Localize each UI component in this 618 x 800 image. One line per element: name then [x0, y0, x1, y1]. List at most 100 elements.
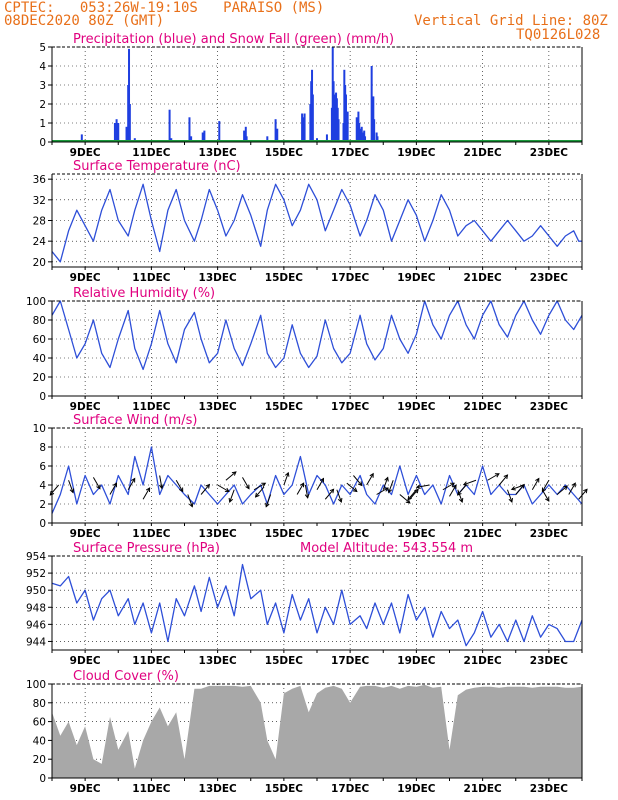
precip-bar — [266, 136, 269, 142]
wind-vector — [353, 475, 363, 486]
precip-bar — [376, 136, 379, 142]
x-tick-label: 15DEC — [265, 272, 304, 284]
precip-bar — [115, 119, 118, 142]
precip-bar — [346, 111, 349, 142]
wind-vector — [449, 484, 457, 497]
precip-bar — [188, 117, 191, 142]
precip-bar — [344, 94, 347, 142]
precip-bar — [245, 136, 248, 142]
x-tick-label: 15DEC — [265, 528, 304, 540]
x-tick-label: 17DEC — [331, 147, 370, 159]
x-tick-label: 9DEC — [70, 147, 101, 159]
panel-title: Relative Humidity (%) — [73, 286, 215, 301]
wind-vector — [242, 477, 250, 489]
wind-vector — [346, 482, 358, 492]
wind-arrowhead — [450, 482, 455, 487]
x-tick-label: 17DEC — [331, 272, 370, 284]
wind-arrowhead — [329, 488, 335, 494]
wind-vector — [175, 480, 184, 492]
x-tick-label: 11DEC — [132, 272, 171, 284]
cloud-area — [52, 684, 582, 778]
precip-bar — [276, 128, 279, 142]
precip-bar — [244, 126, 247, 142]
wind-vector — [127, 478, 136, 490]
x-tick-label: 15DEC — [265, 147, 304, 159]
x-tick-label: 21DEC — [464, 655, 503, 667]
wind-arrowhead — [261, 482, 267, 487]
precip-bar — [128, 48, 131, 142]
y-tick-label: 40 — [33, 353, 46, 365]
wind-vector — [556, 485, 568, 495]
y-tick-label: 0 — [39, 773, 46, 785]
wind-arrowhead — [510, 486, 516, 491]
precip-bar — [243, 130, 246, 142]
wind-vector — [399, 494, 411, 504]
wind-arrowhead — [145, 487, 151, 493]
y-tick-label: 100 — [26, 296, 46, 308]
y-tick-label: 24 — [33, 236, 47, 248]
x-tick-label: 11DEC — [132, 147, 171, 159]
series-line — [51, 446, 583, 514]
precip-bar — [113, 123, 116, 142]
x-tick-label: 11DEC — [132, 655, 171, 667]
wind-arrowhead — [254, 492, 260, 498]
precip-bar — [190, 136, 193, 142]
panel-title: Cloud Cover (%) — [73, 669, 179, 684]
y-tick-label: 100 — [26, 679, 46, 691]
x-tick-label: 21DEC — [464, 147, 503, 159]
x-tick-label: 19DEC — [397, 528, 436, 540]
precip-bar — [203, 130, 206, 142]
header-gridline-note: Vertical Grid Line: 80Z — [414, 13, 608, 29]
wind-arrowhead — [462, 481, 468, 486]
y-tick-label: 0 — [39, 518, 46, 530]
wind-vector — [109, 482, 117, 495]
x-tick-label: 23DEC — [530, 147, 569, 159]
x-tick-label: 19DEC — [397, 147, 436, 159]
wind-vector — [541, 489, 550, 502]
y-tick-label: 952 — [26, 568, 46, 580]
wind-vector — [316, 478, 324, 490]
precip-bar — [325, 134, 328, 142]
header-date: 08DEC2020 80Z (GMT) — [4, 13, 165, 29]
x-tick-label: 23DEC — [530, 272, 569, 284]
wind-arrowhead — [583, 488, 588, 494]
x-tick-label: 19DEC — [397, 783, 436, 795]
wind-vector — [498, 474, 508, 486]
y-tick-label: 20 — [33, 372, 46, 384]
x-tick-label: 15DEC — [265, 655, 304, 667]
x-tick-label: 9DEC — [70, 655, 101, 667]
wind-vector — [457, 484, 467, 496]
x-tick-label: 23DEC — [530, 401, 569, 413]
wind-vector — [324, 488, 335, 500]
wind-arrowhead — [357, 481, 363, 487]
precip-bar — [80, 134, 83, 142]
x-tick-label: 17DEC — [331, 528, 370, 540]
wind-vector — [265, 494, 272, 507]
wind-arrowhead — [563, 485, 568, 491]
y-tick-label: 944 — [26, 636, 46, 648]
precip-bar — [311, 94, 314, 142]
wind-vector — [255, 486, 265, 498]
wind-arrowhead — [545, 496, 550, 502]
wind-arrowhead — [503, 474, 509, 480]
x-tick-label: 9DEC — [70, 401, 101, 413]
precip-bar — [303, 113, 306, 142]
wind-vector — [159, 475, 163, 489]
wind-vector — [229, 489, 235, 503]
x-tick-label: 21DEC — [464, 528, 503, 540]
wind-arrowhead — [571, 482, 576, 488]
wind-arrowhead — [299, 482, 305, 488]
y-tick-label: 946 — [26, 619, 46, 631]
y-tick-label: 20 — [33, 754, 46, 766]
wind-vector — [515, 484, 525, 495]
wind-arrowhead — [541, 487, 547, 493]
y-tick-label: 954 — [26, 551, 46, 563]
x-tick-label: 15DEC — [265, 401, 304, 413]
wind-vector — [416, 484, 430, 488]
x-tick-label: 9DEC — [70, 272, 101, 284]
series-line — [51, 300, 583, 371]
series-line — [51, 183, 582, 263]
y-tick-label: 10 — [33, 423, 46, 435]
precip-bar — [355, 117, 358, 142]
